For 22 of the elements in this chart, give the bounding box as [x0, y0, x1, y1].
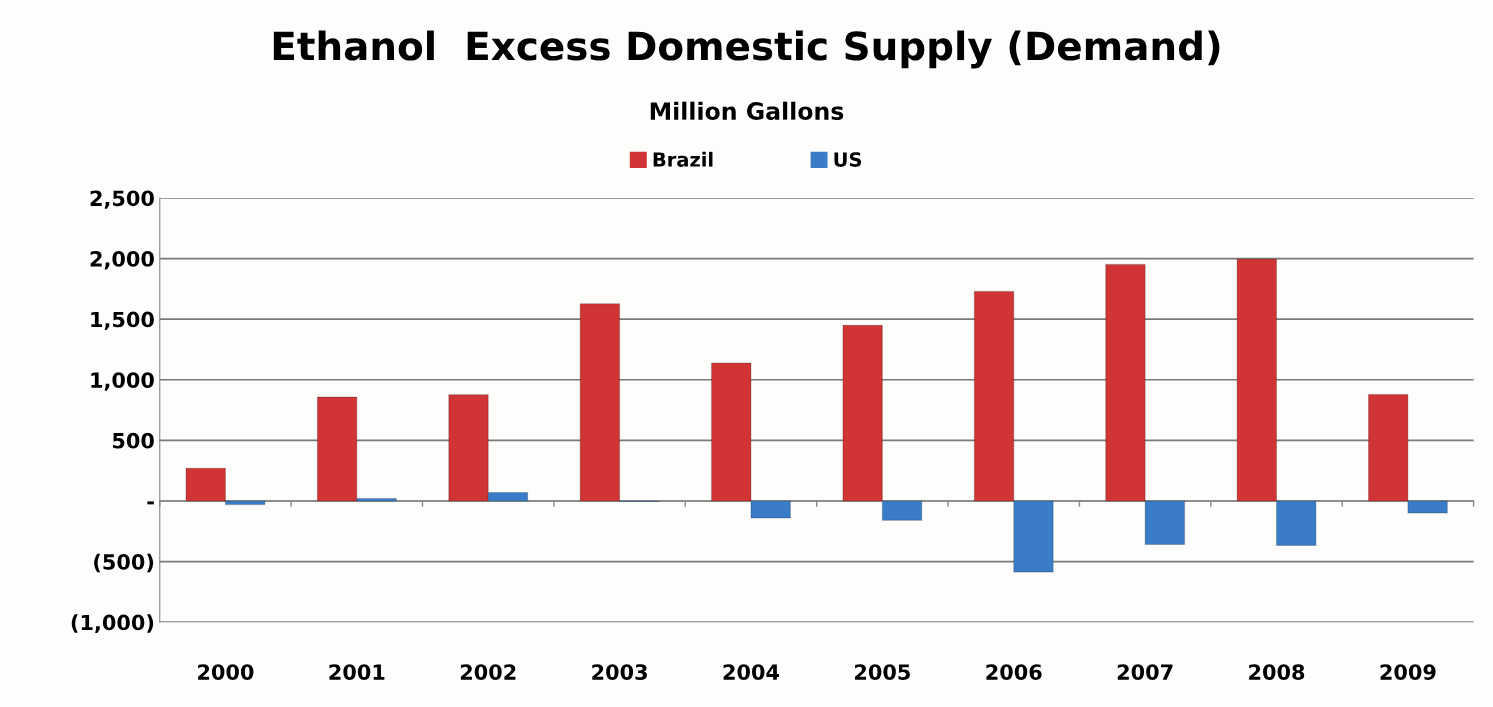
x-tick-label: 2008 — [1249, 664, 1305, 680]
x-tick-label: 2006 — [986, 664, 1042, 680]
y-tick-label: (1,000) — [71, 614, 154, 634]
legend-label: Brazil — [653, 151, 713, 167]
y-tick-label: - — [147, 501, 154, 505]
x-tick-label: 2007 — [1117, 664, 1173, 680]
x-tick-label: 2009 — [1380, 664, 1436, 680]
x-tick-label: 2004 — [723, 664, 780, 680]
x-tick-label: 2001 — [329, 664, 385, 680]
y-tick-label: 2,500 — [90, 190, 154, 209]
y-tick-label: 1,500 — [91, 311, 154, 331]
x-tick-label: 2002 — [460, 664, 516, 680]
y-tick-label: 2,000 — [90, 251, 154, 270]
y-tick-label: (500) — [94, 553, 154, 573]
chart-subtitle: Million Gallons — [650, 101, 844, 120]
chart-title: Ethanol Excess Domestic Supply (Demand) — [273, 30, 1220, 69]
legend-label: US — [834, 152, 862, 167]
x-tick-label: 2000 — [198, 664, 254, 680]
y-tick-label: 500 — [113, 432, 154, 449]
x-tick-label: 2003 — [592, 664, 647, 680]
x-tick-label: 2005 — [855, 664, 910, 680]
y-tick-label: 1,000 — [91, 372, 154, 391]
